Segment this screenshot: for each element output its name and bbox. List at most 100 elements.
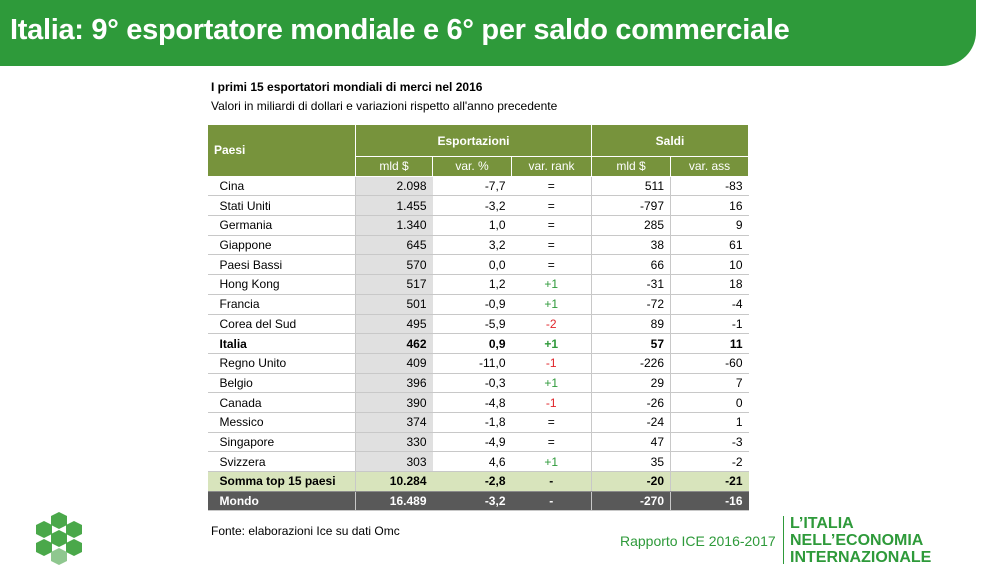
- brand-line: INTERNAZIONALE: [790, 549, 932, 566]
- table-cell: 1.340: [355, 215, 433, 236]
- table-row: Corea del Sud 495 -5,9 -2 89 -1: [207, 314, 749, 335]
- table-cell: 396: [355, 373, 433, 394]
- group-header: Esportazioni: [355, 124, 592, 157]
- table-cell: Giappone: [207, 235, 356, 256]
- table-cell: 501: [355, 294, 433, 315]
- table-cell: 0: [670, 392, 749, 413]
- table-cell: Canada: [207, 392, 356, 413]
- table-row: Hong Kong 517 1,2 +1 -31 18: [207, 274, 749, 295]
- table-cell: -24: [591, 412, 671, 433]
- table-cell: -5,9: [432, 314, 512, 335]
- page-title: Italia: 9° esportatore mondiale e 6° per…: [10, 14, 790, 46]
- table-cell: -797: [591, 195, 671, 217]
- table-cell: Paesi Bassi: [207, 254, 356, 276]
- table-cell: -16: [670, 491, 749, 512]
- table-cell: -1: [511, 353, 592, 374]
- table-cell: -2: [670, 451, 749, 472]
- table-cell: Italia: [207, 333, 356, 354]
- logo-icon: [36, 512, 82, 565]
- table-cell: -1,8: [432, 412, 512, 433]
- table-cell: 10.284: [355, 471, 433, 492]
- table-row: Belgio 396 -0,3 +1 29 7: [207, 373, 749, 394]
- table-cell: 285: [591, 215, 671, 236]
- table-cell: +1: [511, 451, 592, 472]
- table-cell: 47: [591, 432, 671, 453]
- table-cell: 16: [670, 195, 749, 217]
- sub-header: var. rank: [511, 156, 592, 177]
- table-row: Francia 501 -0,9 +1 -72 -4: [207, 294, 749, 315]
- table-cell: -21: [670, 471, 749, 492]
- table-cell: 1: [670, 412, 749, 433]
- table-cell: -3,2: [432, 491, 512, 512]
- table-cell: -4,8: [432, 392, 512, 413]
- header-row: mld $ var. % var. rank mld $ var. ass: [208, 156, 749, 177]
- table-cell: =: [511, 195, 592, 217]
- table-cell: -1: [670, 314, 749, 335]
- table-cell: =: [511, 176, 592, 197]
- table-cell: 1.455: [355, 195, 433, 217]
- table-row: Italia 462 0,9 +1 57 11: [207, 333, 749, 354]
- table-cell: Corea del Sud: [207, 314, 356, 335]
- table-cell: 16.489: [355, 491, 433, 512]
- table-row: Somma top 15 paesi 10.284 -2,8- -20 -21: [207, 471, 749, 492]
- table-cell: -2: [511, 314, 592, 335]
- table-cell: 4,6: [432, 451, 512, 472]
- table-title: I primi 15 esportatori mondiali di merci…: [211, 80, 483, 94]
- table-cell: Hong Kong: [207, 274, 356, 295]
- table-cell: Svizzera: [207, 451, 356, 472]
- brand-line: NELL’ECONOMIA: [790, 532, 924, 549]
- table-cell: 66: [591, 254, 671, 276]
- table-cell: =: [511, 412, 592, 433]
- table-row: Giappone 645 3,2 = 38 61: [207, 235, 749, 256]
- table-cell: 390: [355, 392, 433, 413]
- table-cell: +1: [511, 333, 592, 354]
- table-cell: 374: [355, 412, 433, 433]
- table-cell: Mondo: [207, 491, 356, 512]
- table-cell: =: [511, 254, 592, 276]
- table-cell: Singapore: [207, 432, 356, 453]
- table-cell: 3,2: [432, 235, 512, 256]
- table-cell: 495: [355, 314, 433, 335]
- table-cell: -7,7: [432, 176, 512, 197]
- sub-header: var. %: [432, 156, 512, 177]
- table-cell: Regno Unito: [207, 353, 356, 374]
- table-cell: 570: [355, 254, 433, 276]
- sub-header: var. ass: [670, 156, 749, 177]
- table-cell: Messico: [207, 412, 356, 433]
- table-cell: -60: [670, 353, 749, 374]
- table-cell: 462: [355, 333, 433, 354]
- table-cell: =: [511, 215, 592, 236]
- table-cell: -: [511, 491, 592, 512]
- table-cell: -83: [670, 176, 749, 197]
- table-cell: 7: [670, 373, 749, 394]
- table-subtitle: Valori in miliardi di dollari e variazio…: [211, 99, 558, 113]
- table-cell: 303: [355, 451, 433, 472]
- table-cell: -270: [591, 491, 671, 512]
- table-row: Stati Uniti 1.455 -3,2 = -797 16: [207, 195, 749, 217]
- table-cell: =: [511, 235, 592, 256]
- table-cell: 9: [670, 215, 749, 236]
- header-row: Paesi Esportazioni Saldi: [207, 124, 749, 177]
- table-cell: 11: [670, 333, 749, 354]
- table-row: Paesi Bassi 570 0,0 = 66 10: [207, 254, 749, 276]
- table-cell: =: [511, 432, 592, 453]
- table-cell: 330: [355, 432, 433, 453]
- table-row: Singapore 330 -4,9 = 47 -3: [207, 432, 749, 453]
- table-cell: -: [511, 471, 592, 492]
- table-cell: 1,0: [432, 215, 512, 236]
- table-cell: -31: [591, 274, 671, 295]
- table-cell: -1: [511, 392, 592, 413]
- table-row: Regno Unito 409 -11,0 -1 -226 -60: [207, 353, 749, 374]
- table-cell: -0,3: [432, 373, 512, 394]
- table-cell: 35: [591, 451, 671, 472]
- divider: [783, 516, 784, 564]
- table-cell: 18: [670, 274, 749, 295]
- table-cell: -20: [591, 471, 671, 492]
- table-cell: 61: [670, 235, 749, 256]
- table-cell: -0,9: [432, 294, 512, 315]
- table-cell: +1: [511, 373, 592, 394]
- table-cell: Francia: [207, 294, 356, 315]
- table-cell: -2,8: [432, 471, 512, 492]
- table-cell: 57: [591, 333, 671, 354]
